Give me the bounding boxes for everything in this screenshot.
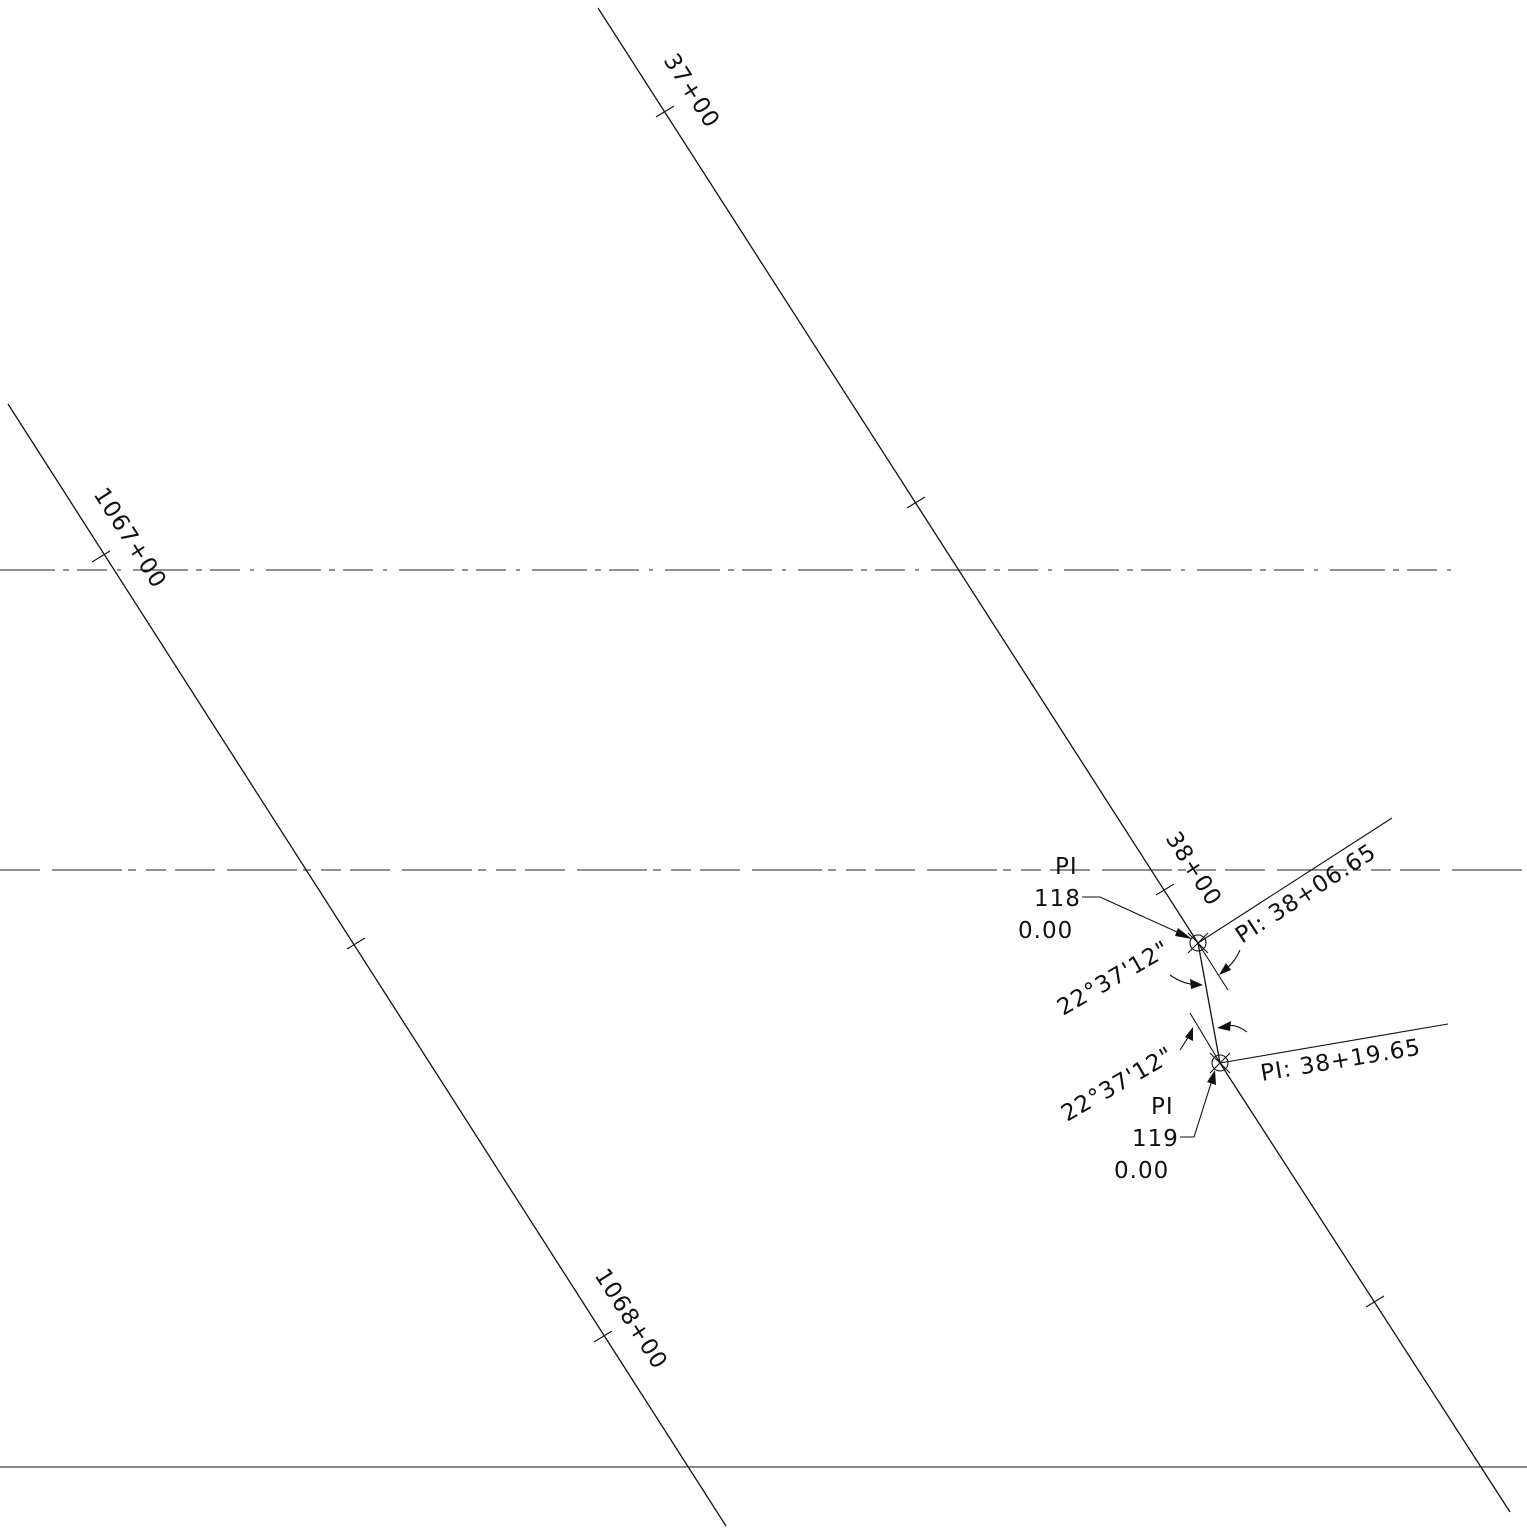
tick-37 <box>655 105 675 118</box>
pi119-label-leader <box>1180 1073 1215 1138</box>
pi119-label: PI <box>1151 1094 1174 1120</box>
pi-connector <box>1197 942 1221 1064</box>
tick-37-50 <box>906 496 926 509</box>
pi118-value: 0.00 <box>1018 918 1073 944</box>
pi119-arrowhead-upper <box>1217 1021 1231 1031</box>
pi118-station: PI: 38+06.65 <box>1231 839 1381 949</box>
tick-38-50 <box>1365 1295 1385 1308</box>
pi119-tangent-extension <box>1189 1012 1221 1064</box>
tick-1067-50 <box>346 937 366 950</box>
pi118-arrowhead-right <box>1219 963 1231 975</box>
tick-1067 <box>91 550 111 563</box>
pi118-station-leader <box>1197 817 1393 944</box>
pi119-station-leader <box>1219 1023 1449 1064</box>
pi118-number: 118 <box>1034 886 1081 912</box>
pi119-marker <box>1209 1052 1231 1074</box>
pi119-number: 119 <box>1132 1126 1179 1152</box>
pi119-value: 0.00 <box>1114 1158 1169 1184</box>
station-label-1067: 1067+00 <box>88 483 171 593</box>
pi118-label-leader <box>1082 896 1189 938</box>
pi118-label-arrow <box>1175 928 1192 939</box>
pi118-marker <box>1187 932 1209 954</box>
tick-38 <box>1155 883 1175 896</box>
alignment-left <box>7 403 727 1527</box>
tick-1068 <box>593 1330 613 1343</box>
pi119-label-arrow <box>1207 1070 1216 1085</box>
pi119-arrowhead-left <box>1185 1027 1193 1041</box>
station-label-37: 37+00 <box>658 49 725 133</box>
alignment-right-upper <box>597 7 1199 944</box>
pi118-label: PI <box>1055 854 1078 880</box>
pi118-tangent-extension <box>1197 942 1229 991</box>
pi118-arrowhead-left <box>1190 979 1203 989</box>
pi118-angle: 22°37'12" <box>1053 936 1174 1021</box>
alignment-right-lower <box>1219 1062 1511 1513</box>
station-label-1068: 1068+00 <box>589 1264 672 1374</box>
